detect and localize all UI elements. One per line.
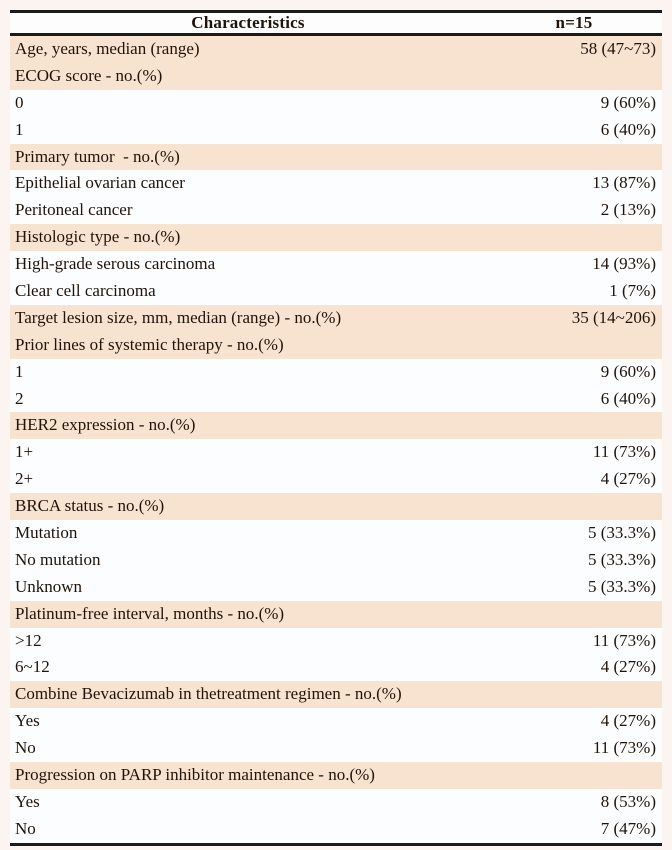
table-row: 2 6 (40%) <box>10 385 662 413</box>
row-value: 5 (33.3%) <box>588 523 656 543</box>
table-row: Mutation 5 (33.3%) <box>10 520 662 547</box>
column-header-n: n=15 <box>555 13 593 32</box>
row-label: No <box>15 818 36 838</box>
table-row: No mutation 5 (33.3%) <box>10 546 662 574</box>
table-row: Platinum-free interval, months - no.(%) <box>10 600 662 628</box>
row-value: 2 (13%) <box>600 200 656 220</box>
row-value: 4 (27%) <box>600 711 656 731</box>
row-value: 58 (47~73) <box>580 39 656 58</box>
row-label: >12 <box>15 630 42 650</box>
row-label: 2 <box>15 388 24 408</box>
table-row: >12 11 (73%) <box>10 627 662 655</box>
row-value: 14 (93%) <box>592 254 656 274</box>
row-value: 5 (33.3%) <box>588 549 656 569</box>
row-label: 1+ <box>15 442 34 462</box>
row-label: ECOG score - no.(%) <box>15 65 163 85</box>
row-label: Histologic type - no.(%) <box>15 227 181 247</box>
table-row: 2+ 4 (27%) <box>10 466 662 494</box>
table-row: Yes 8 (53%) <box>10 788 662 816</box>
row-label: BRCA status - no.(%) <box>15 496 165 516</box>
row-label: No <box>15 738 36 758</box>
header-bottom-border <box>10 33 662 36</box>
table-row: Yes 4 (27%) <box>10 708 662 736</box>
row-label: 0 <box>15 92 24 112</box>
row-value: 8 (53%) <box>600 791 656 811</box>
characteristics-table: Characteristics n=15 Age, years, median … <box>10 10 662 846</box>
row-value: 13 (87%) <box>592 173 656 193</box>
table-row: Target lesion size, mm, median (range) -… <box>10 304 662 332</box>
row-value: 7 (47%) <box>600 818 656 838</box>
row-value: 11 (73%) <box>592 630 656 650</box>
row-label: Epithelial ovarian cancer <box>15 173 185 193</box>
row-label: No mutation <box>15 549 101 569</box>
table-row: Combine Bevacizumab in thetreatment regi… <box>10 681 662 709</box>
row-value: 6 (40%) <box>600 388 656 408</box>
row-label: Progression on PARP inhibitor maintenanc… <box>15 765 375 785</box>
table-row: Primary tumor - no.(%) <box>10 143 662 171</box>
row-value: 5 (33.3%) <box>588 576 656 596</box>
row-label: Clear cell carcinoma <box>15 281 156 301</box>
table-row: Histologic type - no.(%) <box>10 224 662 252</box>
table-row: Progression on PARP inhibitor maintenanc… <box>10 762 662 789</box>
table-row: Prior lines of systemic therapy - no.(%) <box>10 331 662 359</box>
row-label: Platinum-free interval, months - no.(%) <box>15 603 285 623</box>
row-label: 2+ <box>15 469 34 489</box>
row-value: 4 (27%) <box>600 657 656 677</box>
table-row: Epithelial ovarian cancer 13 (87%) <box>10 170 662 198</box>
row-label: Target lesion size, mm, median (range) -… <box>15 307 342 327</box>
table-row: 1 9 (60%) <box>10 358 662 386</box>
row-value: 9 (60%) <box>600 92 656 112</box>
row-label: 1 <box>15 119 24 139</box>
table-bottom-border <box>10 842 662 846</box>
row-label: Unknown <box>15 576 83 596</box>
table-row: 1 6 (40%) <box>10 116 662 144</box>
row-label: Prior lines of systemic therapy - no.(%) <box>15 334 284 354</box>
row-label: Age, years, median (range) <box>15 39 200 58</box>
row-label: Yes <box>15 711 40 731</box>
row-label: Combine Bevacizumab in thetreatment regi… <box>15 684 402 704</box>
table-row: 0 9 (60%) <box>10 89 662 117</box>
row-label: 1 <box>15 361 24 381</box>
row-label: High-grade serous carcinoma <box>15 254 216 274</box>
row-value: 11 (73%) <box>592 442 656 462</box>
table-row: Clear cell carcinoma 1 (7%) <box>10 278 662 305</box>
table-row: Unknown 5 (33.3%) <box>10 573 662 601</box>
table-row: Age, years, median (range) 58 (47~73) <box>10 36 662 63</box>
row-value: 1 (7%) <box>609 281 656 301</box>
row-value: 9 (60%) <box>600 361 656 381</box>
row-label: Primary tumor - no.(%) <box>15 146 180 166</box>
table-row: BRCA status - no.(%) <box>10 493 662 521</box>
row-label: Peritoneal cancer <box>15 200 133 220</box>
column-header-characteristics: Characteristics <box>191 13 305 32</box>
row-value: 35 (14~206) <box>571 307 656 327</box>
table-row: 6~12 4 (27%) <box>10 654 662 682</box>
table-top-border <box>10 10 662 13</box>
row-value: 6 (40%) <box>600 119 656 139</box>
row-value: 11 (73%) <box>592 738 656 758</box>
row-label: HER2 expression - no.(%) <box>15 415 196 435</box>
table-row: HER2 expression - no.(%) <box>10 412 662 440</box>
table-body: Age, years, median (range) 58 (47~73) ECOG… <box>10 36 662 843</box>
table-row: High-grade serous carcinoma 14 (93%) <box>10 251 662 279</box>
row-label: Mutation <box>15 523 78 543</box>
table-row: No 7 (47%) <box>10 815 662 843</box>
table-row: ECOG score - no.(%) <box>10 62 662 90</box>
table-row: Peritoneal cancer 2 (13%) <box>10 197 662 225</box>
row-value: 4 (27%) <box>600 469 656 489</box>
table-header-row: Characteristics n=15 <box>10 13 662 33</box>
table-row: 1+ 11 (73%) <box>10 439 662 467</box>
row-label: Yes <box>15 791 40 811</box>
row-label: 6~12 <box>15 657 50 677</box>
table-row: No 11 (73%) <box>10 735 662 763</box>
